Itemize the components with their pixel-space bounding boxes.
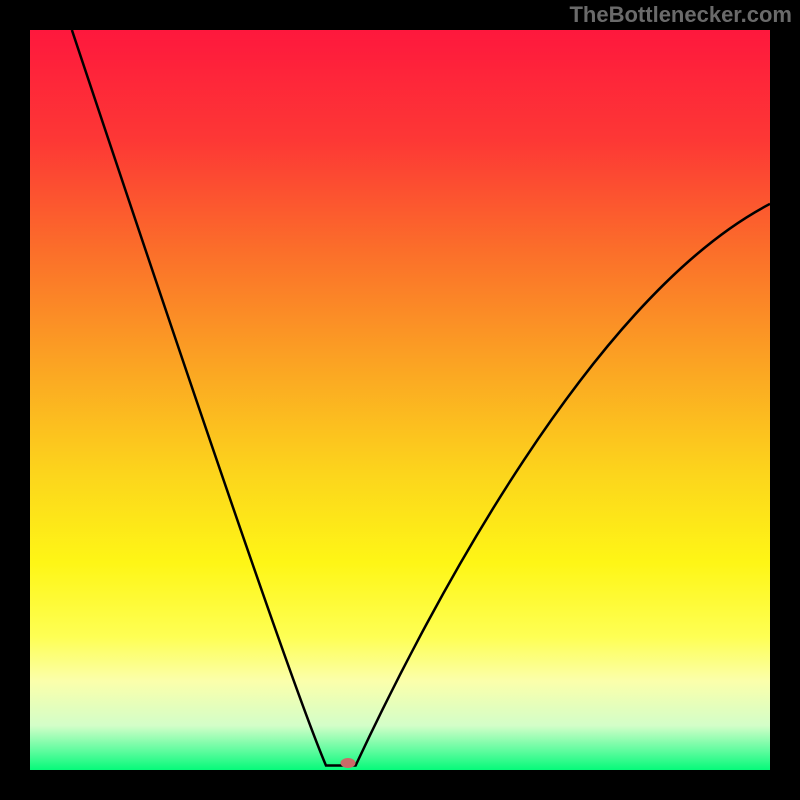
chart-container: TheBottlenecker.com <box>0 0 800 800</box>
optimal-point-marker <box>341 758 356 768</box>
plot-area <box>30 30 770 770</box>
curve-svg <box>30 30 770 770</box>
bottleneck-curve <box>72 30 770 766</box>
watermark-text: TheBottlenecker.com <box>569 2 792 28</box>
